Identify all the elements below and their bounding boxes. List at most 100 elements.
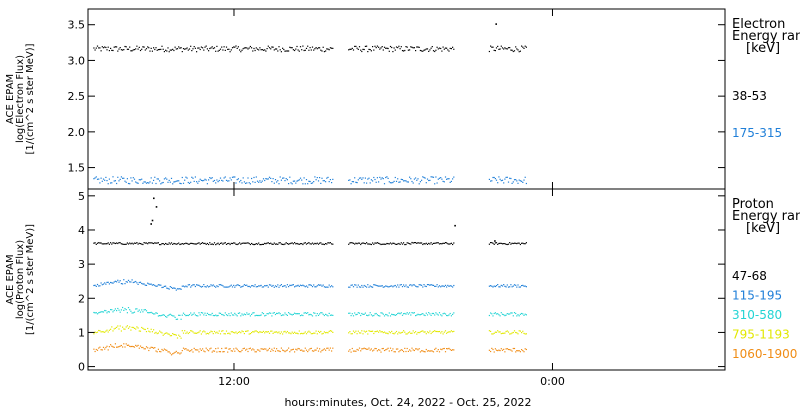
data-point [421, 284, 423, 286]
data-point [215, 348, 217, 350]
data-point [252, 312, 254, 314]
data-point [245, 47, 247, 49]
data-point [499, 242, 501, 244]
data-point [444, 47, 447, 49]
data-point [498, 286, 500, 288]
data-point [505, 286, 507, 288]
data-point [488, 50, 490, 53]
data-point [429, 49, 431, 51]
data-point [435, 312, 437, 314]
data-point [490, 285, 492, 287]
data-point [113, 180, 115, 182]
data-point [349, 48, 351, 50]
data-point [397, 312, 399, 315]
data-point [437, 286, 439, 288]
data-point [185, 315, 187, 317]
data-point [99, 346, 101, 348]
data-point [302, 243, 304, 246]
data-point [434, 285, 436, 287]
data-point [415, 331, 417, 333]
data-point [376, 350, 378, 352]
data-point [319, 242, 321, 244]
data-point [289, 284, 291, 286]
data-point [252, 348, 254, 350]
data-point [172, 353, 174, 355]
data-point [235, 45, 237, 47]
data-point [395, 314, 398, 316]
data-point [133, 178, 136, 180]
data-point [125, 343, 127, 345]
data-point [292, 49, 294, 51]
data-point [160, 284, 162, 286]
data-point [399, 48, 401, 50]
data-point [291, 331, 293, 333]
data-point [319, 313, 321, 315]
data-point [188, 350, 191, 352]
data-point [119, 345, 121, 347]
data-point [162, 349, 164, 352]
data-point [415, 315, 417, 317]
data-point [255, 176, 257, 178]
data-point [444, 330, 447, 332]
data-point [391, 46, 393, 49]
data-point [95, 243, 97, 245]
data-point [383, 315, 386, 317]
data-point [308, 49, 310, 51]
data-point [211, 46, 213, 48]
data-point [430, 314, 432, 316]
data-point [510, 177, 512, 180]
data-point [260, 314, 262, 316]
x-tick-label: 12:00 [218, 375, 250, 388]
data-point [510, 333, 512, 335]
data-point [372, 286, 374, 288]
data-point [409, 349, 411, 351]
data-point [125, 243, 127, 245]
data-point [375, 330, 377, 333]
data-point [132, 177, 134, 179]
data-point [438, 243, 441, 245]
data-point [132, 312, 134, 314]
data-point [218, 284, 220, 286]
data-point [208, 243, 210, 246]
data-point [416, 348, 418, 350]
data-point [107, 331, 109, 333]
data-point [132, 49, 134, 51]
data-point [498, 176, 500, 178]
data-point [212, 47, 214, 50]
data-point [235, 331, 237, 333]
data-point [209, 331, 211, 334]
data-point [208, 333, 210, 335]
data-point [374, 178, 376, 181]
data-point [252, 181, 254, 183]
data-point [370, 348, 372, 350]
data-point [222, 180, 224, 182]
data-point [151, 312, 153, 314]
data-point [154, 347, 156, 349]
data-point [95, 47, 97, 49]
data-point [305, 243, 308, 245]
data-point [352, 350, 355, 352]
data-point [123, 177, 125, 179]
data-point [229, 51, 231, 53]
data-point [141, 243, 143, 245]
data-point [267, 286, 269, 288]
data-point [176, 318, 179, 320]
data-point [379, 330, 381, 332]
data-point [440, 243, 442, 245]
data-point [184, 286, 186, 288]
data-point [130, 310, 132, 312]
data-point [231, 314, 234, 316]
data-point [184, 313, 186, 316]
data-point [151, 242, 153, 244]
data-point [321, 50, 323, 52]
data-point [397, 47, 399, 49]
data-point [107, 46, 109, 48]
data-point [417, 349, 419, 351]
data-point [403, 284, 405, 286]
data-point [382, 243, 384, 245]
data-point [194, 47, 196, 49]
data-point [366, 314, 368, 316]
data-point [137, 243, 139, 245]
data-point [434, 348, 436, 350]
data-point [493, 351, 495, 353]
